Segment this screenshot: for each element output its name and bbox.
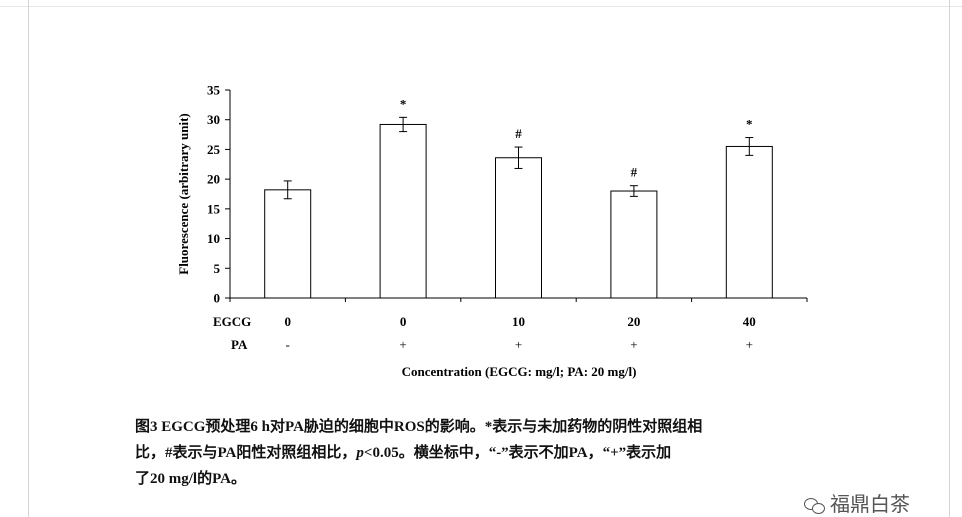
egcg-row-label: EGCG (213, 314, 251, 329)
y-tick-label: 35 (207, 83, 221, 98)
bar (725, 145, 773, 299)
bar-chart: 0 5 10 15 20 25 30 35 Fluorescence (arbitrary un… (176, 83, 808, 379)
wechat-icon (804, 497, 826, 514)
figure-caption: 图3 EGCG预处理6 h对PA胁迫的细胞中ROS的影响。*表示与未加药物的阴性… (135, 414, 855, 492)
top-divider (0, 6, 962, 7)
bar (379, 123, 427, 299)
egcg-value-label: 0 (284, 314, 291, 329)
caption-line-1: 图3 EGCG预处理6 h对PA胁迫的细胞中ROS的影响。*表示与未加药物的阴性… (135, 419, 703, 435)
significance-mark: # (631, 165, 638, 180)
y-tick-label: 20 (207, 172, 220, 187)
caption-line-3: 了20 mg/l的PA。 (135, 471, 246, 487)
egcg-value-label: 10 (512, 314, 525, 329)
egcg-value-label: 0 (400, 314, 407, 329)
significance-mark: * (746, 117, 753, 132)
y-tick-label: 30 (207, 112, 220, 127)
pa-row-label: PA (231, 337, 248, 352)
bar (264, 189, 312, 299)
pa-value-label: - (286, 337, 290, 352)
image-frame (28, 0, 950, 517)
y-tick-label: 15 (207, 201, 221, 216)
pa-value-label: + (746, 337, 753, 352)
significance-mark: # (515, 126, 522, 141)
y-tick-label: 0 (214, 291, 221, 306)
caption-line-2-b: <0.05。横坐标中，“-”表示不加PA，“+”表示加 (363, 445, 672, 461)
y-axis-label: Fluorescence (arbitrary unit) (176, 113, 191, 275)
x-axis-label: Concentration (EGCG: mg/l; PA: 20 mg/l) (402, 364, 637, 379)
watermark: 福鼎白茶 (804, 488, 910, 517)
pa-value-label: + (399, 337, 406, 352)
significance-mark: * (400, 96, 407, 111)
y-tick-label: 25 (207, 142, 221, 157)
pa-value-label: + (515, 337, 522, 352)
egcg-value-label: 20 (627, 314, 640, 329)
pa-value-label: + (630, 337, 637, 352)
y-tick-label: 10 (207, 231, 220, 246)
caption-p-symbol: p (356, 445, 364, 461)
caption-line-2-a: 比，#表示与PA阳性对照组相比， (135, 445, 357, 461)
bar (610, 190, 658, 299)
watermark-text: 福鼎白茶 (830, 492, 910, 516)
caption-line-2: 比，#表示与PA阳性对照组相比，p<0.05。横坐标中，“-”表示不加PA，“+… (135, 440, 855, 466)
egcg-value-label: 40 (743, 314, 756, 329)
y-tick-label: 5 (214, 261, 221, 276)
bar (495, 157, 542, 299)
